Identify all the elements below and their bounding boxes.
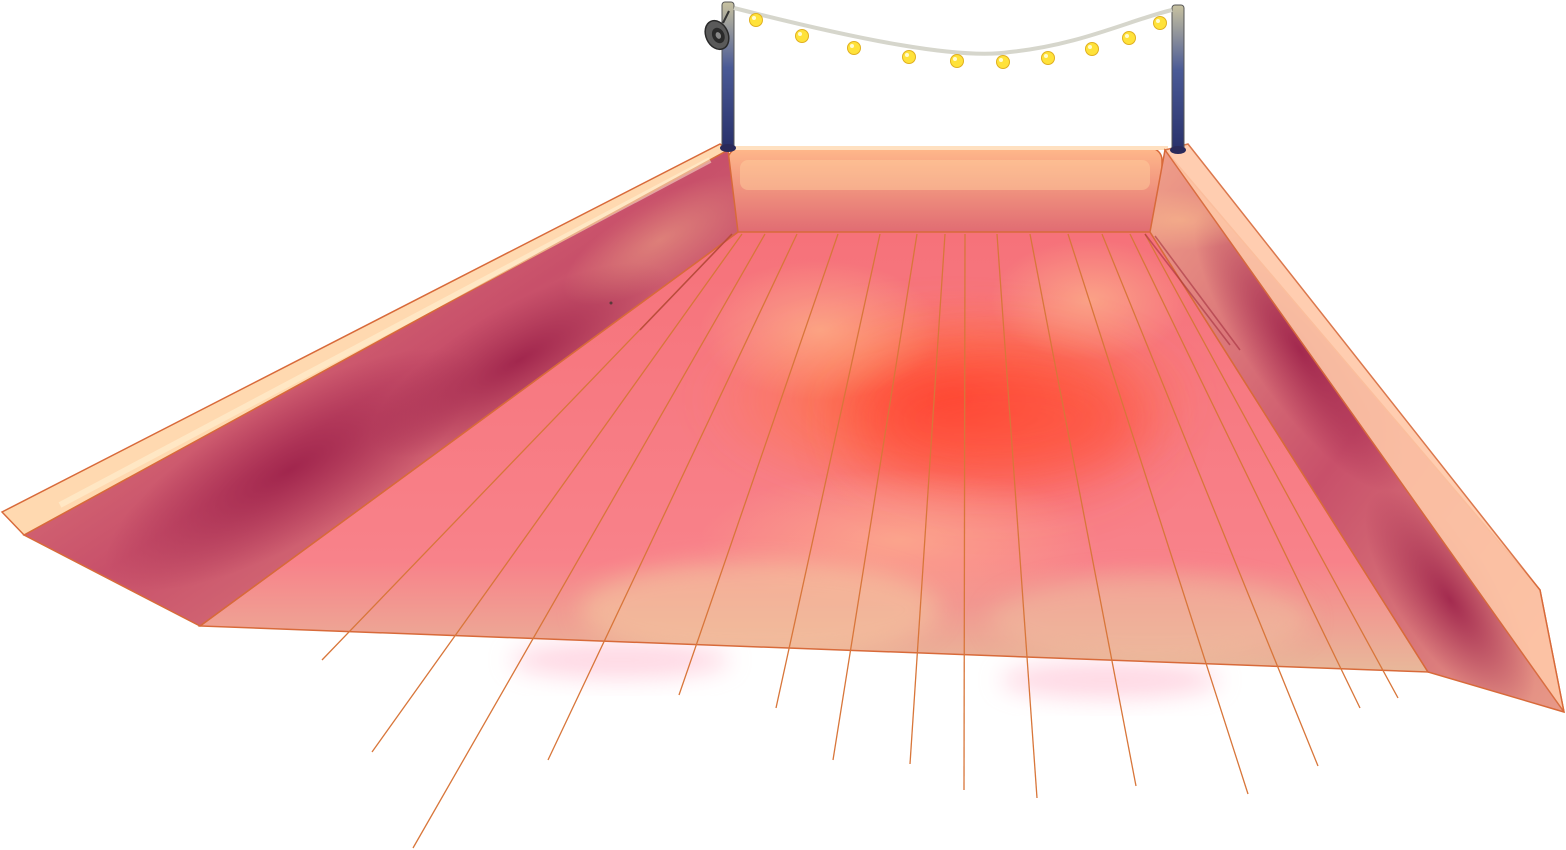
- light-string-wire: [733, 6, 1173, 56]
- light-bulb-highlight: [1088, 45, 1092, 49]
- floor-plank-lines: [321, 233, 1399, 849]
- floor-speck: [609, 301, 613, 305]
- light-bulb: [847, 41, 861, 55]
- light-bulb: [1041, 51, 1055, 65]
- light-bulb-highlight: [798, 32, 802, 36]
- light-bulb-highlight: [1125, 34, 1129, 38]
- stage-floor: [197, 231, 1430, 673]
- light-bulb: [795, 29, 809, 43]
- speaker-icon: [704, 10, 730, 51]
- back-wall: [727, 146, 1168, 235]
- light-pole-right: [1170, 4, 1186, 154]
- light-bulb: [1122, 31, 1136, 45]
- light-bulb-highlight: [752, 16, 756, 20]
- right-side-wall: [1149, 143, 1565, 714]
- light-bulb-highlight: [1044, 54, 1048, 58]
- light-bulb-highlight: [1156, 19, 1160, 23]
- light-bulb: [950, 54, 964, 68]
- light-bulb: [1085, 42, 1099, 56]
- light-bulb-highlight: [850, 44, 854, 48]
- left-side-wall: [0, 143, 739, 627]
- light-bulb: [902, 50, 916, 64]
- light-bulb-highlight: [999, 58, 1003, 62]
- light-bulb: [996, 55, 1010, 69]
- light-bulb: [1153, 16, 1167, 30]
- floor-plank-shadows: [639, 233, 1241, 351]
- light-bulb: [749, 13, 763, 27]
- string-light-bulbs: [749, 13, 1167, 69]
- under-glow: [510, 642, 730, 678]
- under-glow: [1000, 662, 1220, 698]
- light-bulb-highlight: [953, 57, 957, 61]
- light-bulb-highlight: [905, 53, 909, 57]
